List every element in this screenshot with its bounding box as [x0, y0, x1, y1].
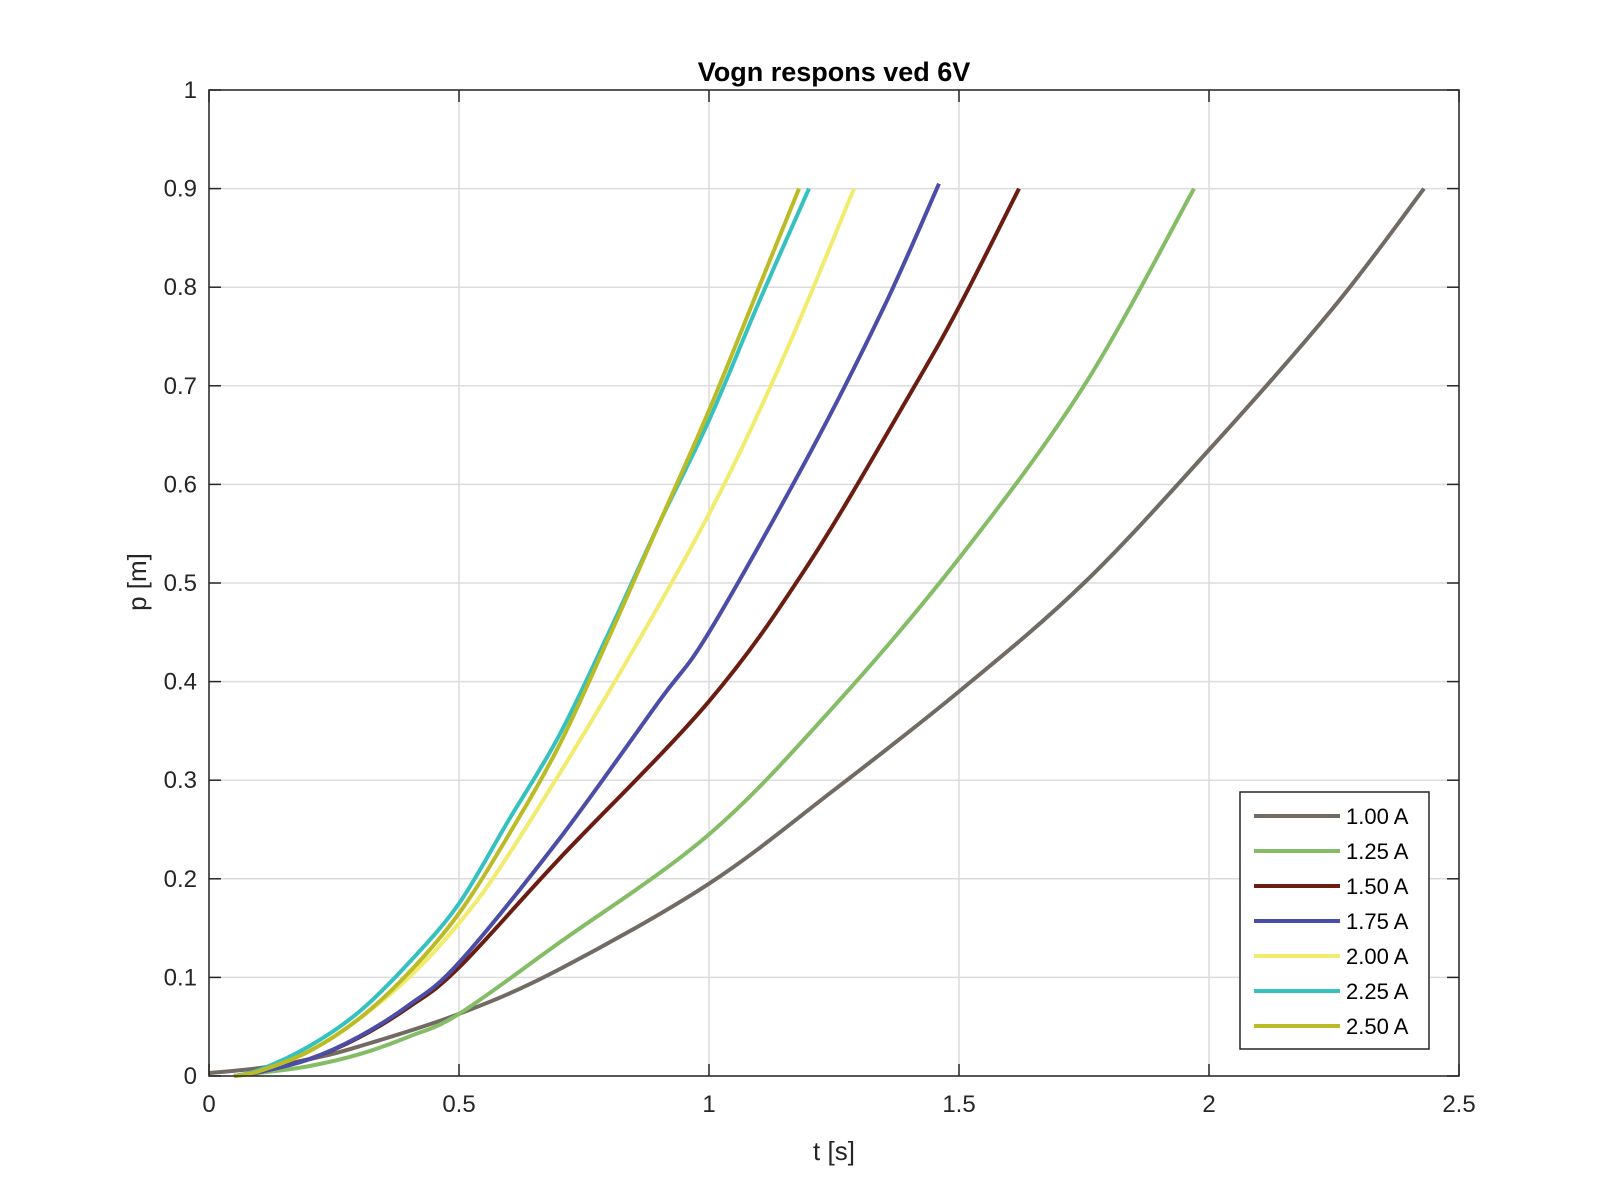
series-line-1-00-a — [208, 187, 1426, 1075]
y-tick-label: 0.6 — [164, 471, 197, 498]
y-tick-label: 0 — [184, 1063, 197, 1090]
x-tick-label: 1.5 — [942, 1091, 975, 1118]
y-tick-label: 1 — [184, 77, 197, 104]
y-axis-label: p [m] — [122, 553, 152, 611]
x-tick-label: 0.5 — [442, 1091, 475, 1118]
legend-entry: 1.50 A — [1346, 874, 1409, 899]
y-tick-label: 0.1 — [164, 964, 197, 991]
series-line-1-75-a — [233, 182, 941, 1078]
y-tick-label: 0.3 — [164, 767, 197, 794]
series-line-1-25-a — [233, 187, 1196, 1078]
tick-labels: 0 0.5 1 1.5 2 2.5 0 0.1 0.2 0.3 0.4 0.5 0.6 0.7 0.8 0.9… — [164, 77, 1476, 1118]
legend: 1.00 A 1.25 A 1.50 A 1.75 A 2.00 A 2.25 A 2.50… — [1239, 791, 1430, 1050]
x-tick-label: 2 — [1202, 1091, 1215, 1118]
legend-entry: 1.00 A — [1346, 804, 1409, 829]
legend-entry: 1.75 A — [1346, 909, 1409, 934]
series-lines — [208, 182, 1426, 1078]
y-tick-label: 0.2 — [164, 866, 197, 893]
x-tick-label: 0 — [202, 1091, 215, 1118]
y-tick-label: 0.5 — [164, 570, 197, 597]
y-tick-label: 0.7 — [164, 373, 197, 400]
y-tick-label: 0.9 — [164, 176, 197, 203]
axes-box — [208, 89, 1460, 1077]
y-tick-label: 0.8 — [164, 274, 197, 301]
series-line-2-25-a — [233, 187, 811, 1078]
y-tick-label: 0.4 — [164, 669, 197, 696]
chart-title: Vogn respons ved 6V — [698, 57, 971, 87]
axes — [208, 89, 1460, 1077]
x-axis-label: t [s] — [813, 1136, 855, 1166]
x-tick-label: 2.5 — [1442, 1091, 1475, 1118]
x-tick-label: 1 — [702, 1091, 715, 1118]
legend-entry: 2.50 A — [1346, 1014, 1409, 1039]
grid — [208, 89, 1460, 1077]
legend-entry: 2.25 A — [1346, 979, 1409, 1004]
legend-entry: 1.25 A — [1346, 839, 1409, 864]
legend-entry: 2.00 A — [1346, 944, 1409, 969]
series-line-2-50-a — [233, 187, 801, 1078]
